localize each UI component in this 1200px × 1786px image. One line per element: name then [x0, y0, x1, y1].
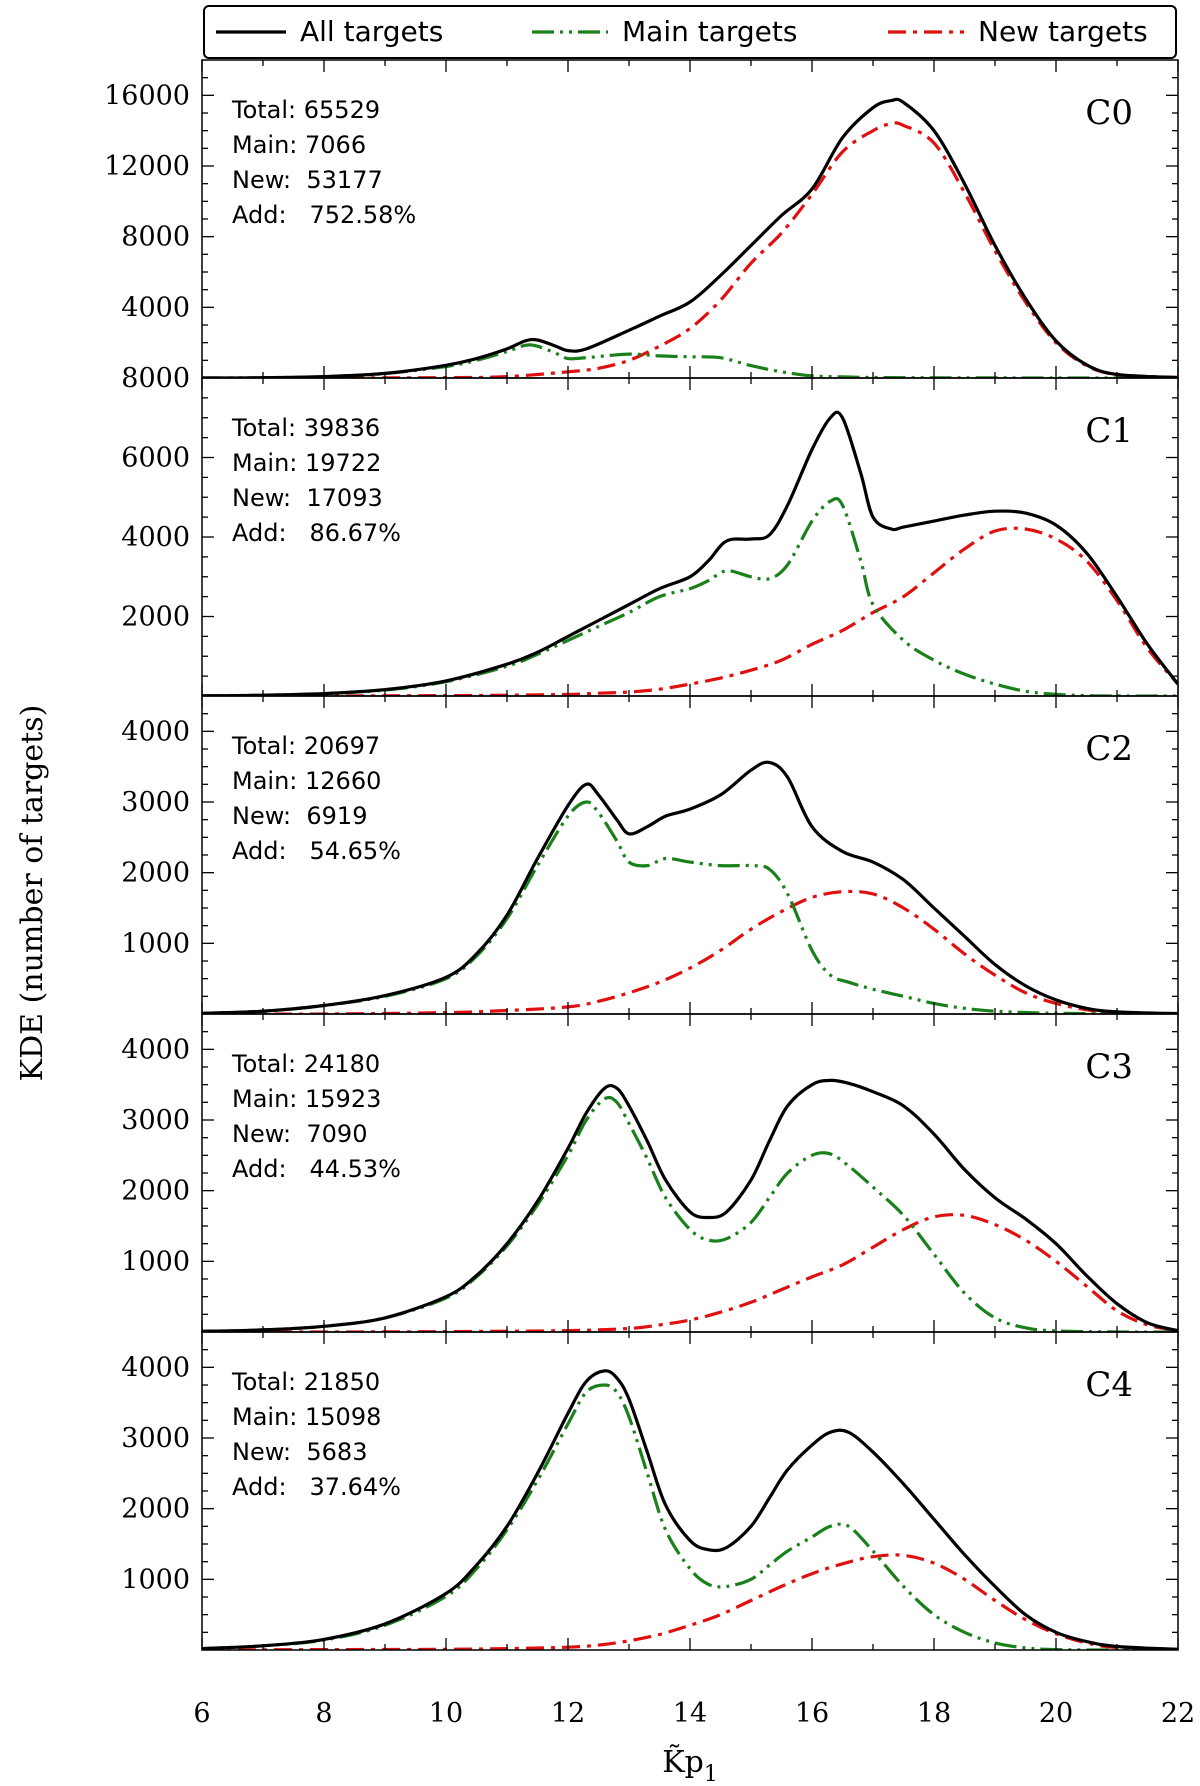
series-line-new-targets: [202, 889, 1178, 1014]
x-tick-label: 16: [795, 1698, 829, 1729]
y-tick-label: 8000: [121, 222, 190, 253]
stat-total: Total: 65529: [231, 96, 380, 124]
stat-add: Add: 37.64%: [232, 1473, 401, 1501]
x-tick-label: 8: [315, 1698, 332, 1729]
y-tick-label: 1000: [121, 1564, 190, 1595]
series-line-new-targets: [202, 1553, 1178, 1650]
stat-add: Add: 44.53%: [232, 1155, 401, 1183]
stat-total: Total: 39836: [231, 414, 380, 442]
stat-main: Main: 12660: [232, 767, 381, 795]
stat-add: Add: 54.65%: [232, 837, 401, 865]
stat-main: Main: 7066: [232, 131, 366, 159]
panel-c4: 1000 2000 3000 4000 Total: 21850 Main: 15098 N…: [121, 1331, 1179, 1651]
y-tick-label: 3000: [121, 787, 190, 818]
panel-label: C0: [1085, 93, 1133, 133]
x-tick-label: 12: [551, 1698, 585, 1729]
series-line-main-targets: [202, 496, 1178, 696]
stat-main: Main: 15098: [232, 1403, 381, 1431]
stat-total: Total: 20697: [231, 732, 380, 760]
stat-new: New: 7090: [232, 1120, 367, 1148]
panel-c0: 4000 8000 12000 16000 Total: 65529 Main: 7066…: [104, 59, 1179, 379]
y-tick-label: 4000: [121, 716, 190, 747]
legend-label-new-targets: New targets: [978, 15, 1148, 48]
stat-main: Main: 15923: [232, 1085, 381, 1113]
legend-label-main-targets: Main targets: [622, 15, 797, 48]
stat-new: New: 17093: [232, 484, 383, 512]
y-tick-label: 4000: [121, 292, 190, 323]
panel-c2: 1000 2000 3000 4000 Total: 20697 Main: 12660 N…: [121, 695, 1179, 1015]
x-tick-label: 6: [193, 1698, 210, 1729]
series-line-main-targets: [202, 800, 1178, 1014]
y-tick-label: 6000: [121, 443, 190, 474]
panel-c1: 2000 4000 6000 8000 Total: 39836 Main: 19722 N…: [121, 363, 1179, 697]
stat-new: New: 5683: [232, 1438, 367, 1466]
series-line-main-targets: [202, 1383, 1178, 1650]
panel-label: C4: [1085, 1365, 1133, 1405]
y-tick-label: 2000: [121, 858, 190, 889]
legend-label-all-targets: All targets: [300, 15, 443, 48]
series-line-all-targets: [202, 1369, 1178, 1650]
series-line-all-targets: [202, 97, 1178, 378]
x-axis: 6 8 10 12 14 16 18 20 22: [193, 1698, 1195, 1729]
y-tick-label: 12000: [104, 151, 190, 182]
x-tick-label: 22: [1161, 1698, 1195, 1729]
y-tick-label: 1000: [121, 1246, 190, 1277]
stat-add: Add: 86.67%: [232, 519, 401, 547]
y-tick-label: 4000: [121, 1352, 190, 1383]
panel-label: C3: [1085, 1047, 1133, 1087]
series-line-all-targets: [202, 760, 1178, 1014]
x-tick-label: 14: [673, 1698, 707, 1729]
series-line-new-targets: [202, 1213, 1178, 1332]
panels-group: 4000 8000 12000 16000 Total: 65529 Main: 7066…: [104, 59, 1179, 1651]
legend-box: [203, 5, 1177, 59]
y-tick-label: 16000: [104, 80, 190, 111]
stat-new: New: 6919: [232, 802, 367, 830]
y-tick-label: 3000: [121, 1105, 190, 1136]
panel-label: C2: [1085, 729, 1133, 769]
legend: All targets Main targets New targets: [203, 5, 1177, 59]
series-line-new-targets: [202, 121, 1178, 378]
stat-add: Add: 752.58%: [232, 201, 416, 229]
y-tick-label: 2000: [121, 1494, 190, 1525]
y-tick-label: 4000: [121, 1034, 190, 1065]
stat-new: New: 53177: [232, 166, 383, 194]
x-tick-label: 20: [1039, 1698, 1073, 1729]
y-tick-label: 4000: [121, 522, 190, 553]
panel-c3: 1000 2000 3000 4000 Total: 24180 Main: 15923 N…: [121, 1013, 1179, 1333]
stat-total: Total: 24180: [231, 1050, 380, 1078]
panel-label: C1: [1085, 411, 1133, 451]
x-label-main: K̃p: [662, 1745, 704, 1780]
series-line-all-targets: [202, 1078, 1178, 1332]
y-tick-label: 8000: [121, 363, 190, 394]
x-tick-label: 10: [429, 1698, 463, 1729]
stat-main: Main: 19722: [232, 449, 381, 477]
y-tick-label: 1000: [121, 928, 190, 959]
series-line-all-targets: [202, 410, 1178, 696]
y-tick-label: 2000: [121, 1176, 190, 1207]
y-tick-label: 2000: [121, 602, 190, 633]
stat-total: Total: 21850: [231, 1368, 380, 1396]
y-tick-label: 3000: [121, 1423, 190, 1454]
y-axis-label: KDE (number of targets): [15, 705, 50, 1082]
x-label-subscript: 1: [704, 1762, 718, 1786]
x-tick-label: 18: [917, 1698, 951, 1729]
series-line-new-targets: [202, 526, 1178, 696]
x-axis-label: K̃p1: [662, 1745, 718, 1786]
